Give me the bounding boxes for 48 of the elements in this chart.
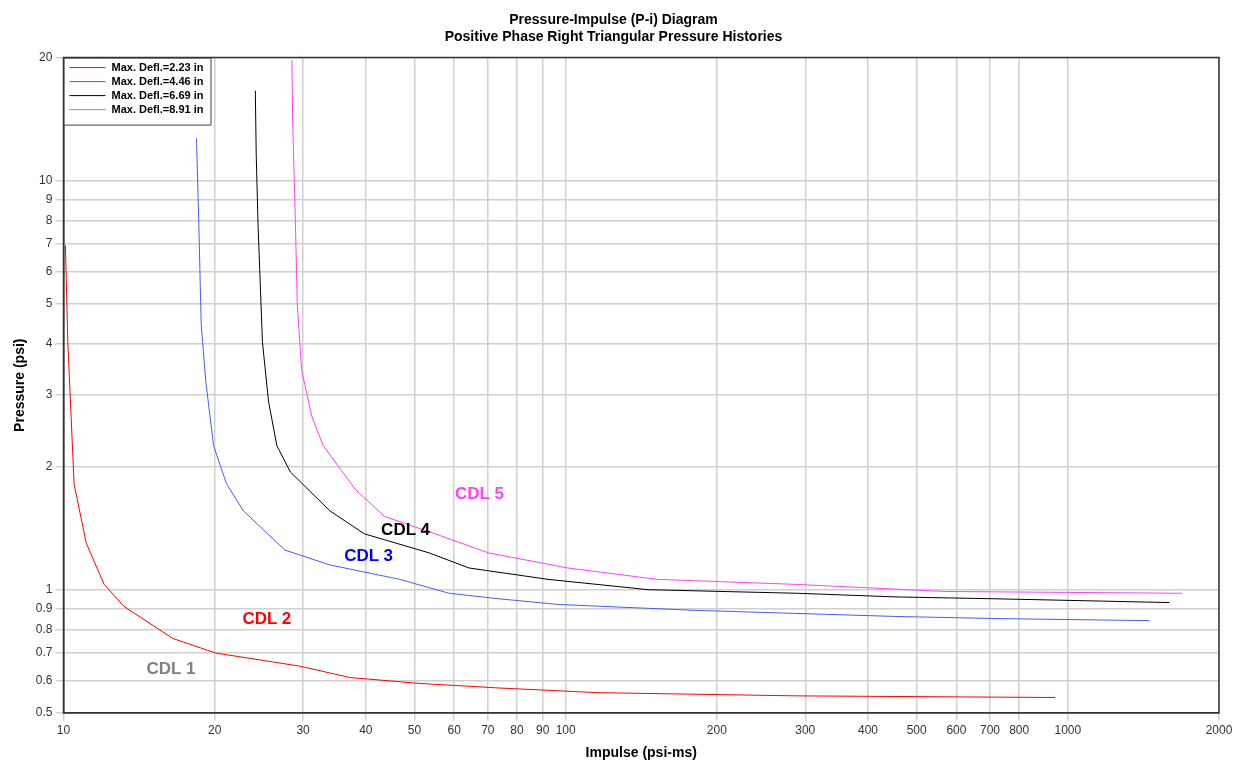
annotation: CDL 3 — [344, 545, 393, 565]
y-tick-label: 9 — [45, 191, 53, 206]
x-tick-label: 500 — [906, 723, 927, 738]
y-tick-label: 0.8 — [35, 621, 53, 636]
x-tick-label: 600 — [946, 723, 967, 738]
x-tick-label: 60 — [447, 723, 462, 738]
x-tick-label: 20 — [207, 723, 222, 738]
x-tick-label: 2000 — [1205, 723, 1233, 738]
x-tick-label: 50 — [407, 723, 422, 738]
legend-label: Max. Defl.=4.46 in — [111, 74, 204, 87]
chart-subtitle: Positive Phase Right Triangular Pressure Histories — [444, 28, 783, 45]
x-tick-label: 700 — [980, 723, 1001, 738]
x-tick-label: 40 — [359, 723, 373, 738]
annotation: CDL 1 — [146, 659, 196, 679]
chart-title: Pressure-Impulse (P-i) Diagram — [509, 11, 718, 28]
y-tick-label: 1 — [45, 582, 53, 596]
x-tick-label: 300 — [795, 723, 816, 738]
x-tick-label: 70 — [481, 723, 495, 738]
x-tick-label: 80 — [510, 723, 524, 738]
x-tick-label: 90 — [536, 723, 550, 738]
annotation: CDL 5 — [455, 484, 504, 504]
y-tick-label: 3 — [45, 386, 53, 401]
y-axis-title: Pressure (psi) — [11, 338, 28, 432]
x-tick-label: 200 — [706, 723, 728, 738]
y-tick-label: 0.7 — [35, 645, 53, 660]
x-tick-label: 100 — [555, 723, 576, 738]
x-tick-label: 800 — [1009, 723, 1030, 738]
y-tick-label: 4 — [45, 335, 53, 350]
y-tick-label: 2 — [45, 458, 53, 473]
legend-label: Max. Defl.=2.23 in — [111, 60, 204, 73]
y-tick-label: 7 — [45, 236, 53, 251]
legend-label: Max. Defl.=8.91 in — [111, 102, 204, 115]
x-tick-label: 1000 — [1054, 723, 1082, 738]
y-tick-label: 0.5 — [35, 705, 53, 720]
y-tick-label: 0.9 — [35, 600, 53, 615]
y-tick-label: 20 — [39, 49, 53, 64]
x-tick-label: 10 — [56, 723, 71, 738]
x-tick-label: 30 — [296, 723, 311, 738]
legend-label: Max. Defl.=6.69 in — [111, 88, 204, 101]
x-axis-title: Impulse (psi-ms) — [585, 744, 697, 761]
y-tick-label: 6 — [45, 263, 53, 278]
x-tick-label: 400 — [857, 723, 879, 738]
y-tick-label: 5 — [45, 296, 53, 311]
y-tick-label: 10 — [39, 173, 53, 188]
y-tick-label: 0.6 — [35, 672, 53, 687]
annotation: CDL 4 — [381, 520, 431, 540]
annotation: CDL 2 — [242, 608, 292, 628]
y-tick-label: 8 — [45, 212, 53, 227]
